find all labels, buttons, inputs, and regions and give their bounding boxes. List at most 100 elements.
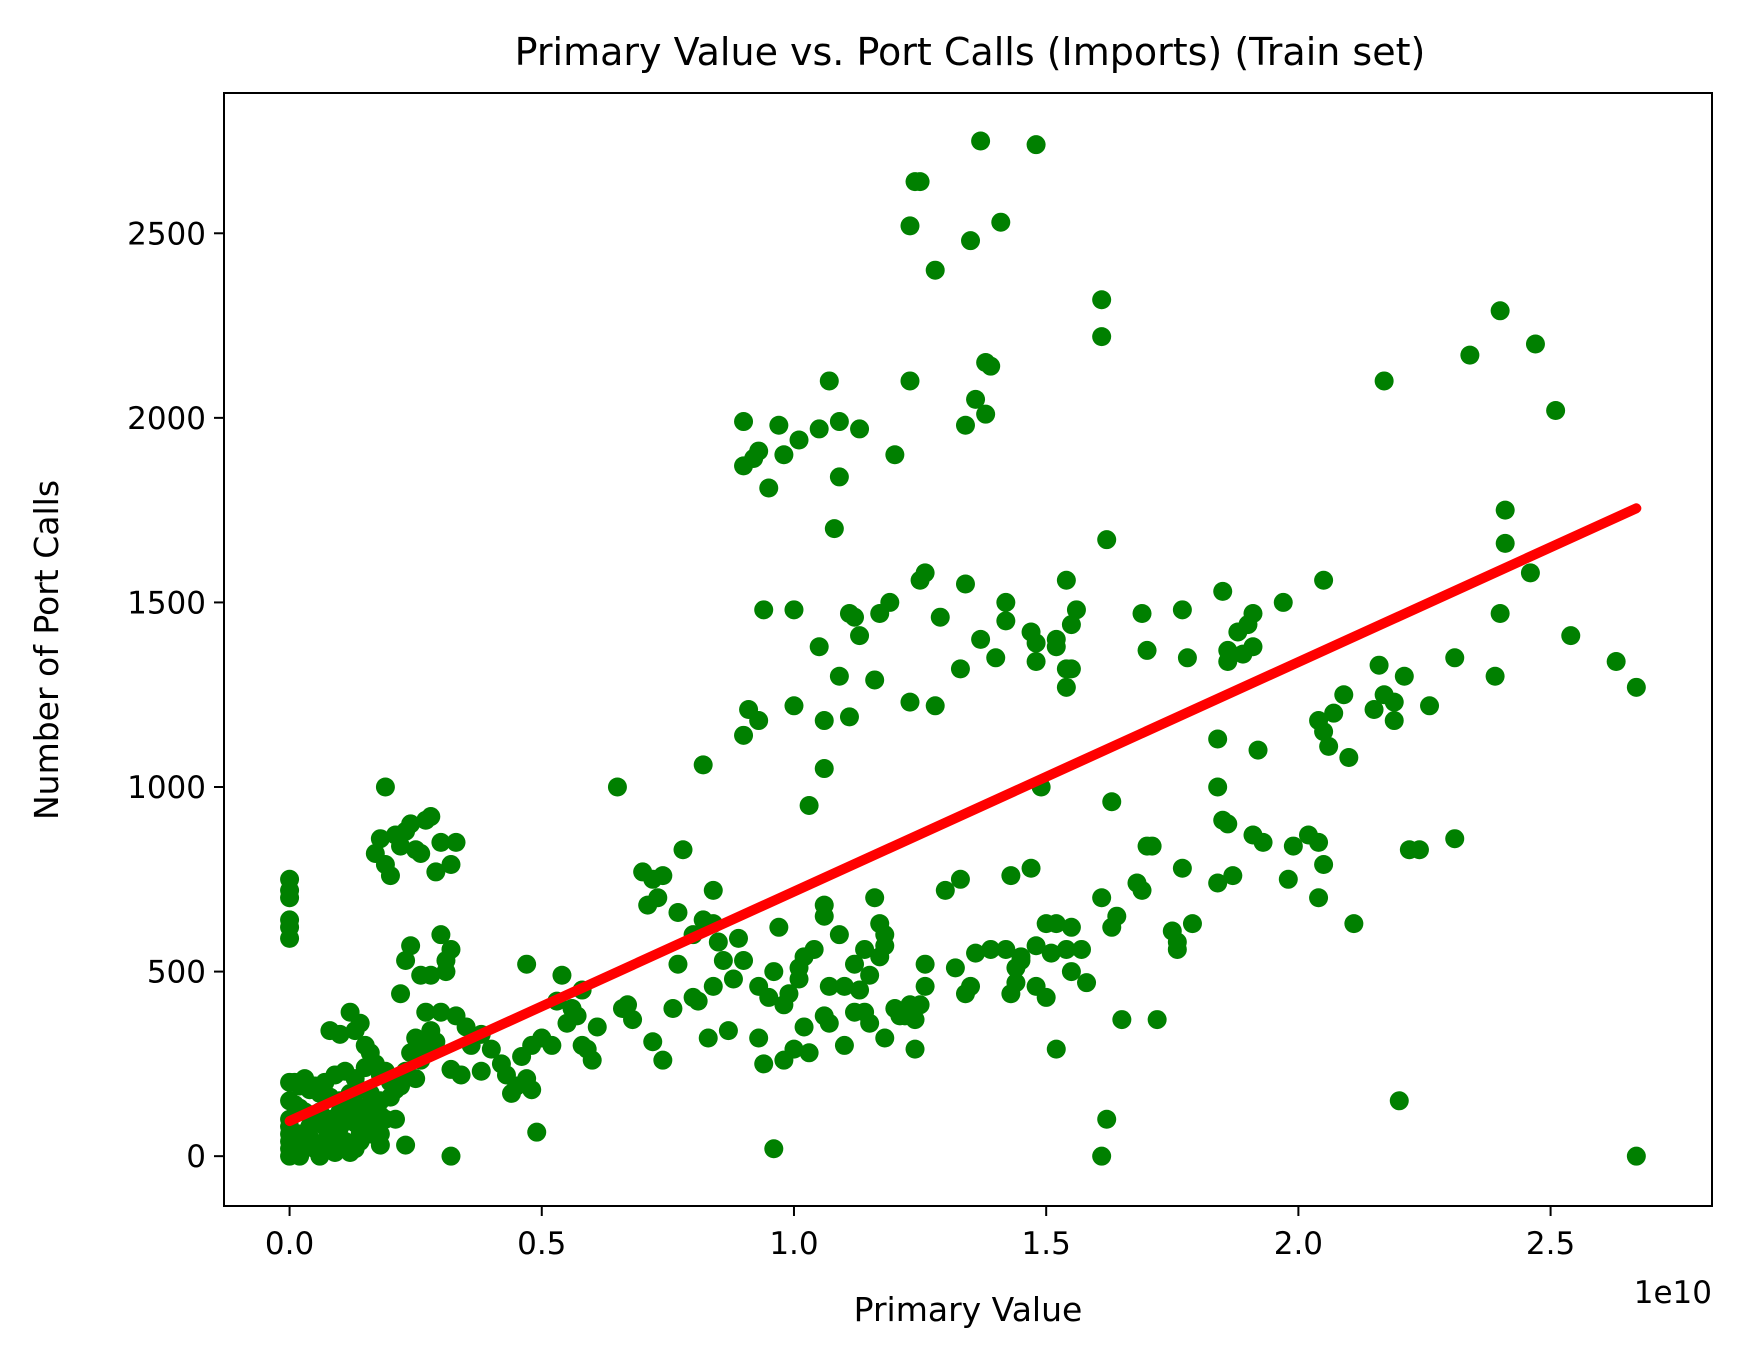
data-point: [784, 696, 804, 716]
data-point: [1409, 840, 1429, 860]
data-point: [900, 216, 920, 236]
data-point: [734, 412, 754, 432]
data-point: [517, 954, 537, 974]
data-point: [1132, 604, 1152, 624]
data-point: [996, 592, 1016, 612]
data-point: [1056, 570, 1076, 590]
data-point: [1097, 1109, 1117, 1129]
data-point: [845, 607, 865, 627]
y-tick-label: 500: [147, 955, 206, 991]
data-point: [900, 371, 920, 391]
data-point: [643, 1032, 663, 1052]
data-point: [698, 1028, 718, 1048]
data-point: [1218, 651, 1238, 671]
data-point: [375, 777, 395, 797]
data-point: [350, 1124, 370, 1144]
data-point: [1243, 637, 1263, 657]
x-tick-label: 1.5: [1022, 1226, 1071, 1262]
data-point: [749, 441, 769, 461]
chart-title: Primary Value vs. Port Calls (Imports) (…: [515, 30, 1426, 74]
data-point: [396, 951, 416, 971]
data-point: [411, 843, 431, 863]
data-point: [754, 600, 774, 620]
data-point: [1384, 692, 1404, 712]
data-point: [1137, 640, 1157, 660]
data-point: [1036, 987, 1056, 1007]
data-point: [391, 836, 411, 856]
data-point: [1394, 666, 1414, 686]
data-point: [1167, 939, 1187, 959]
data-point: [1495, 500, 1515, 520]
data-point: [1142, 836, 1162, 856]
data-point: [391, 1076, 411, 1096]
y-tick-label: 1000: [127, 770, 206, 806]
y-tick-label: 2000: [127, 401, 206, 437]
data-point: [1102, 792, 1122, 812]
data-point: [673, 840, 693, 860]
data-point: [1066, 600, 1086, 620]
data-point: [1445, 648, 1465, 668]
data-point: [300, 1117, 320, 1137]
data-point: [1314, 722, 1334, 742]
data-point: [693, 755, 713, 775]
data-point: [1182, 914, 1202, 934]
data-point: [1309, 832, 1329, 852]
data-point: [718, 1021, 738, 1041]
data-point: [1520, 563, 1540, 583]
plot-frame: [223, 92, 1713, 1207]
x-axis-label: Primary Value: [854, 1290, 1083, 1329]
data-point: [865, 888, 885, 908]
data-point: [623, 1010, 643, 1030]
y-axis: 0 500 1000 1500 2000 2500: [127, 216, 224, 1175]
data-point: [981, 356, 1001, 376]
data-point: [441, 939, 461, 959]
data-point: [945, 958, 965, 978]
data-point: [1006, 973, 1026, 993]
data-point: [930, 607, 950, 627]
data-point: [1490, 301, 1510, 321]
data-point: [955, 415, 975, 435]
data-point: [426, 1032, 446, 1052]
x-tick-label: 0.0: [265, 1226, 314, 1262]
data-point: [441, 1146, 461, 1166]
y-tick-label: 2500: [127, 216, 206, 252]
data-point: [1061, 615, 1081, 635]
data-point: [749, 711, 769, 731]
data-point: [1278, 869, 1298, 889]
data-point: [1147, 1010, 1167, 1030]
data-point: [1243, 604, 1263, 624]
data-point: [401, 814, 421, 834]
data-point: [1626, 677, 1646, 697]
data-point: [925, 260, 945, 280]
data-point: [734, 951, 754, 971]
data-point: [1026, 135, 1046, 155]
data-point: [1061, 962, 1081, 982]
data-point: [345, 1139, 365, 1159]
data-point: [754, 1054, 774, 1074]
data-point: [1026, 633, 1046, 653]
data-point: [855, 939, 875, 959]
data-point: [845, 954, 865, 974]
data-point: [880, 592, 900, 612]
data-point: [915, 976, 935, 996]
data-point: [1561, 626, 1581, 646]
data-point: [1389, 1091, 1409, 1111]
data-point: [1213, 581, 1233, 601]
data-point: [391, 984, 411, 1004]
data-point: [1208, 729, 1228, 749]
data-point: [769, 917, 789, 937]
data-point: [1525, 334, 1545, 354]
data-point: [829, 666, 849, 686]
y-tick-label: 1500: [127, 585, 206, 621]
data-point: [396, 1135, 416, 1155]
data-point: [1420, 696, 1440, 716]
data-point: [280, 888, 300, 908]
data-point: [1319, 736, 1339, 756]
data-point: [860, 965, 880, 985]
data-point: [814, 711, 834, 731]
data-point: [1097, 530, 1117, 550]
data-point: [653, 866, 673, 886]
data-point: [996, 939, 1016, 959]
data-point: [723, 969, 743, 989]
data-point: [350, 1013, 370, 1033]
